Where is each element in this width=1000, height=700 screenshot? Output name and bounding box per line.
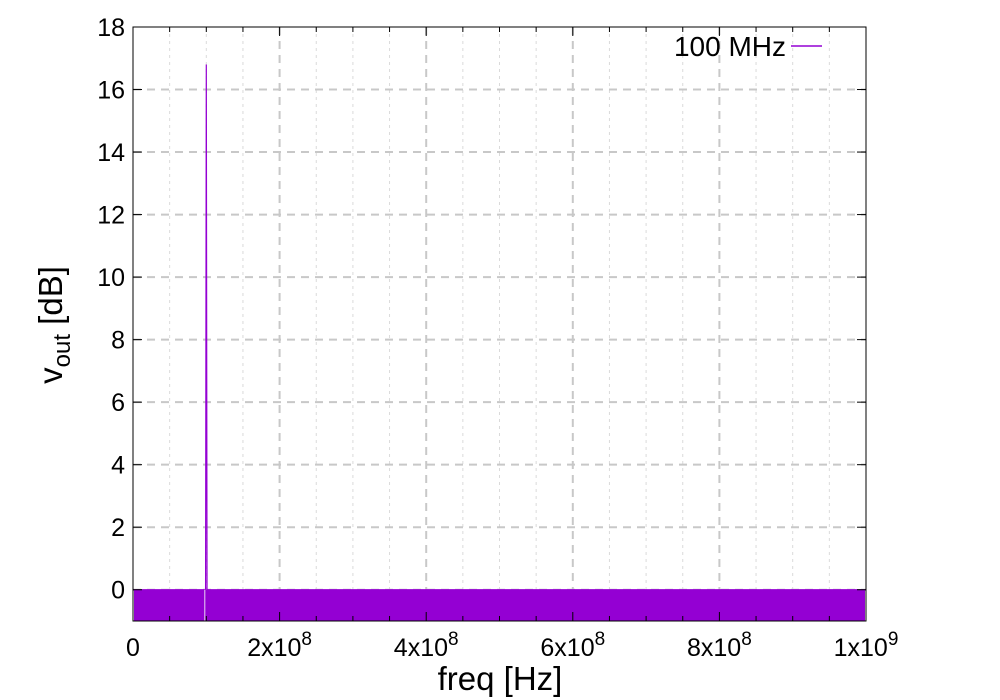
x-tick-label: 8x108 — [687, 629, 752, 662]
y-axis-label: vout [dB] — [32, 266, 76, 384]
y-tick-label: 8 — [111, 327, 125, 355]
y-tick-label: 0 — [111, 577, 125, 605]
y-tick-label: 10 — [97, 264, 125, 292]
y-tick-label: 14 — [97, 139, 125, 167]
y-tick-label: 18 — [97, 14, 125, 42]
y-tick-label: 4 — [111, 452, 125, 480]
x-tick-label: 2x108 — [247, 629, 312, 662]
series-line — [133, 64, 866, 591]
tick-marks — [133, 26, 866, 621]
y-tick-label: 2 — [111, 514, 125, 542]
legend-label-100mhz: 100 MHz — [674, 31, 786, 62]
y-tick-labels: 0 2 4 6 8 10 12 14 16 18 — [97, 14, 125, 605]
x-tick-label: 4x108 — [394, 629, 459, 662]
x-axis-label: freq [Hz] — [438, 660, 563, 697]
legend: 100 MHz — [674, 31, 822, 62]
series-layer — [133, 64, 866, 621]
x-tick-label: 0 — [126, 634, 140, 662]
y-tick-label: 16 — [97, 77, 125, 105]
grid — [133, 27, 866, 621]
y-tick-label: 12 — [97, 202, 125, 230]
y-tick-label: 6 — [111, 389, 125, 417]
noise-floor-band — [134, 589, 865, 621]
x-tick-labels: 0 2x108 4x108 6x108 8x108 1x109 — [126, 629, 898, 662]
y-axis-label-main: v — [32, 367, 69, 384]
y-axis-label-unit: [dB] — [32, 266, 69, 334]
y-axis-label-sub: out — [49, 334, 76, 368]
series-100mhz — [133, 64, 866, 621]
x-tick-label: 6x108 — [540, 629, 605, 662]
x-tick-label: 1x109 — [834, 629, 899, 662]
